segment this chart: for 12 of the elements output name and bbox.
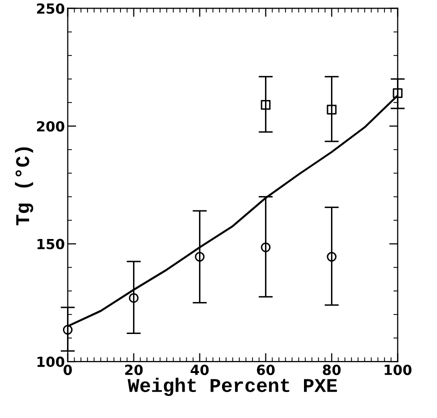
x-tick-label: 40 (190, 364, 209, 376)
y-tick-label: 100 (38, 356, 64, 368)
y-axis-title: Tg (°C) (14, 147, 34, 226)
x-tick-label: 0 (64, 364, 72, 376)
x-tick-label: 20 (125, 364, 143, 376)
x-axis-title: Weight Percent PXE (128, 378, 337, 396)
y-tick-label: 200 (37, 121, 64, 132)
y-tick-label: 250 (37, 3, 64, 14)
x-tick-label: 60 (256, 364, 275, 376)
x-tick-label: 100 (384, 364, 412, 376)
y-tick-label: 150 (38, 238, 64, 250)
x-tick-label: 80 (322, 364, 341, 376)
